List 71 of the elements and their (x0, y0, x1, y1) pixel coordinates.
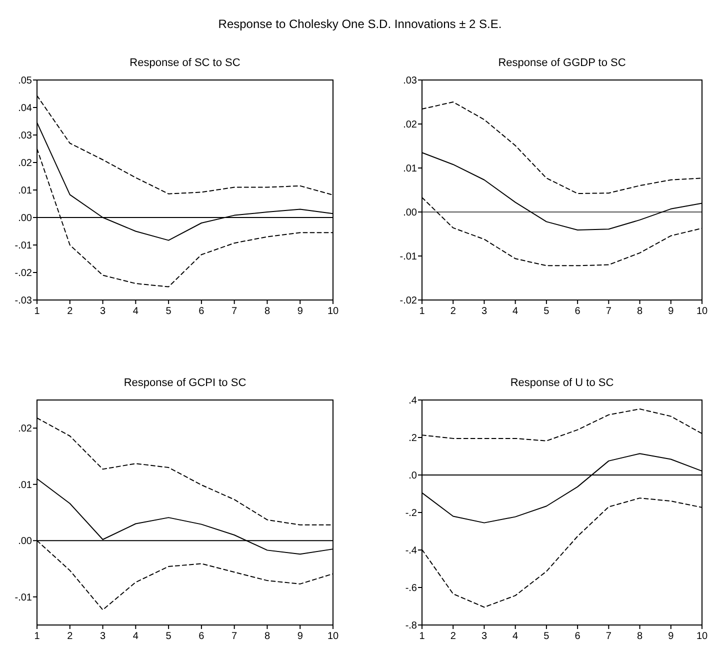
x-tick-label: 9 (297, 631, 304, 642)
y-tick-label: .02 (403, 120, 418, 130)
y-tick-label: .01 (18, 186, 32, 196)
y-tick-label: .00 (18, 213, 32, 224)
x-tick-label: 2 (450, 306, 456, 317)
text: Response to Cholesky One S.D. Innovations ± 2 S.E. (218, 17, 502, 31)
y-tick-label: .01 (18, 480, 32, 491)
chart-title: Response of SC to SC (130, 57, 240, 69)
x-tick-label: 3 (481, 306, 488, 317)
x-tick-label: 4 (512, 631, 519, 642)
y-tick-label: -.6 (405, 583, 418, 594)
y-tick-label: -.8 (405, 620, 418, 632)
x-tick-label: 7 (232, 306, 238, 317)
x-tick-label: 6 (574, 631, 581, 642)
x-tick-label: 10 (327, 631, 339, 642)
x-tick-label: 6 (198, 631, 205, 642)
x-tick-label: 5 (544, 631, 550, 642)
y-tick-label: .01 (403, 164, 418, 174)
x-tick-label: 8 (264, 631, 270, 642)
x-tick-label: 9 (668, 306, 674, 317)
x-tick-label: 1 (419, 306, 426, 317)
y-tick-label: .02 (18, 158, 32, 169)
y-tick-label: .00 (403, 208, 418, 218)
y-tick-label: .00 (18, 536, 32, 548)
x-tick-label: 10 (696, 306, 708, 317)
x-tick-label: 5 (166, 306, 172, 317)
x-tick-label: 3 (100, 631, 106, 642)
x-tick-label: 2 (67, 631, 74, 642)
x-tick-label: 6 (198, 306, 205, 317)
y-tick-label: -.2 (405, 508, 418, 519)
x-tick-label: 10 (327, 306, 339, 317)
y-tick-label: .2 (408, 433, 418, 444)
x-tick-label: 4 (512, 306, 519, 317)
x-tick-label: 3 (481, 631, 488, 642)
x-tick-label: 8 (264, 306, 270, 317)
x-tick-label: 7 (232, 631, 238, 642)
x-tick-label: 1 (34, 631, 40, 642)
y-tick-label: -.4 (405, 546, 418, 556)
y-tick-label: -.01 (14, 240, 32, 252)
x-tick-label: 8 (636, 306, 643, 317)
x-tick-label: 1 (34, 306, 40, 317)
y-tick-label: .03 (18, 130, 32, 142)
y-tick-label: .04 (18, 103, 32, 114)
x-tick-label: 2 (450, 631, 456, 642)
y-tick-label: -.02 (400, 296, 418, 306)
x-tick-label: 2 (67, 306, 74, 317)
x-tick-label: 3 (100, 306, 106, 317)
y-tick-label: -.01 (400, 252, 418, 262)
x-tick-label: 6 (574, 306, 581, 317)
x-tick-label: 9 (668, 631, 674, 642)
x-tick-label: 4 (132, 306, 139, 317)
y-tick-label: .0 (408, 470, 418, 482)
y-tick-label: -.02 (14, 268, 32, 279)
x-tick-label: 1 (419, 631, 426, 642)
x-tick-label: 4 (132, 631, 139, 642)
y-tick-label: .03 (403, 76, 418, 86)
x-tick-label: 5 (166, 631, 172, 642)
y-tick-label: .05 (18, 76, 32, 86)
y-tick-label: .4 (408, 396, 418, 406)
x-tick-label: 8 (636, 631, 643, 642)
x-tick-label: 10 (696, 631, 708, 642)
chart-title: Response of GCPI to SC (124, 377, 246, 389)
chart-title: Response of GGDP to SC (498, 57, 626, 69)
x-tick-label: 7 (606, 306, 612, 317)
y-tick-label: .02 (18, 424, 32, 435)
x-tick-label: 7 (606, 631, 612, 642)
x-tick-label: 5 (544, 306, 550, 317)
x-tick-label: 9 (297, 306, 304, 317)
y-tick-label: -.03 (14, 296, 32, 306)
y-tick-label: -.01 (14, 592, 32, 604)
chart-title: Response of U to SC (510, 377, 614, 389)
